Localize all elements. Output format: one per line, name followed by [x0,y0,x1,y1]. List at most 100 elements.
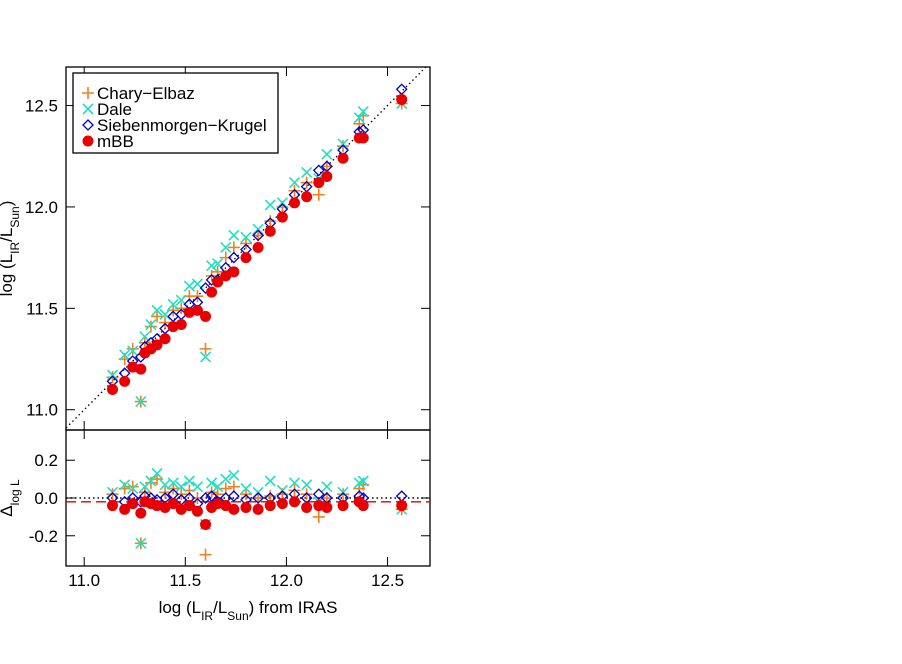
circle-marker [276,211,288,223]
cross-marker [321,148,333,160]
cross-marker [240,231,252,243]
circle-marker [183,500,195,512]
label-part: /L [213,598,227,617]
circle-marker [127,498,139,510]
circle-marker [212,276,224,288]
plus-marker [205,269,218,282]
plus-marker [337,488,350,501]
circle-marker [107,500,119,512]
plus-marker [288,184,301,197]
circle-marker [107,383,119,395]
diamond-marker [312,488,325,501]
cross-marker [151,304,163,316]
diamond-marker [312,164,325,177]
label-part: IR [201,609,213,623]
cross-marker [301,166,313,179]
plus-marker [151,310,163,323]
plus-marker [106,371,119,384]
cross-marker [228,229,240,241]
cross-marker [321,481,333,493]
diamond-marker [252,492,265,504]
circle-marker [228,266,240,278]
plus-marker [312,188,325,201]
cross-marker [353,112,365,124]
plus-marker [199,342,212,355]
x-tick-label: 12.0 [270,571,303,590]
cross-marker [175,481,187,493]
plus-marker [126,480,139,493]
circle-marker [135,363,147,375]
circle-marker [206,286,218,298]
cross-marker [191,481,204,493]
plus-marker [320,160,333,173]
label-part: log (L [159,598,202,617]
diamond-marker [82,119,94,131]
x-tick-label: 11.0 [68,571,100,590]
plus-marker [199,548,212,561]
cross-marker [337,138,349,150]
y-tick-label: 11.0 [26,401,58,420]
circle-marker [396,93,408,105]
diamond-marker [227,251,240,264]
plus-marker [300,488,313,501]
circle-marker [337,500,349,512]
diamond-marker [395,490,408,503]
circle-marker [276,498,288,510]
circle-marker [200,518,212,530]
cross-marker [127,345,139,357]
cross-marker [167,298,179,310]
label-part: Sun [227,609,248,623]
circle-marker [357,500,369,512]
cross-marker [127,482,139,495]
label-part: ) [0,201,16,207]
cross-marker [206,260,218,272]
circle-marker [264,225,276,237]
circle-marker [191,304,203,316]
cross-marker [135,537,147,549]
circle-marker [119,503,131,515]
plus-marker [252,229,265,242]
circle-marker [252,241,264,253]
circle-marker [119,375,131,387]
cross-marker [119,349,131,361]
circle-marker [357,132,369,144]
circle-marker [240,501,252,513]
label-part: IR [8,242,22,254]
x-tick-label: 11.5 [169,571,201,590]
plus-marker [239,237,252,250]
cross-marker [301,479,313,491]
circle-marker [82,135,94,147]
cross-marker [288,477,301,489]
cross-marker [119,479,131,491]
circle-marker [289,197,301,209]
circle-marker [264,500,276,512]
cross-marker [183,475,195,487]
cross-marker [220,241,232,254]
cross-marker [357,106,369,118]
plus-marker [144,320,157,333]
label-part: Sun [8,206,22,227]
plus-marker [126,342,139,355]
plus-marker [264,215,277,228]
circle-marker [301,501,313,513]
circle-marker [252,503,264,515]
circle-marker [167,498,179,510]
cross-marker [206,477,218,489]
circle-marker [337,152,349,164]
plus-marker [82,87,94,99]
cross-marker [264,199,276,211]
circle-marker [321,171,333,183]
circle-marker [289,496,301,508]
plus-marker [312,510,325,523]
label-part: log L [8,479,22,505]
diamond-marker [227,490,240,503]
plus-marker [227,241,240,254]
legend-label: Siebenmorgen−Krugel [97,116,267,135]
cross-marker [288,177,301,189]
cross-marker [220,473,232,485]
circle-marker [135,507,147,519]
circle-marker [200,310,212,322]
cross-marker [167,477,179,489]
y-tick-label: -0.2 [29,527,58,546]
